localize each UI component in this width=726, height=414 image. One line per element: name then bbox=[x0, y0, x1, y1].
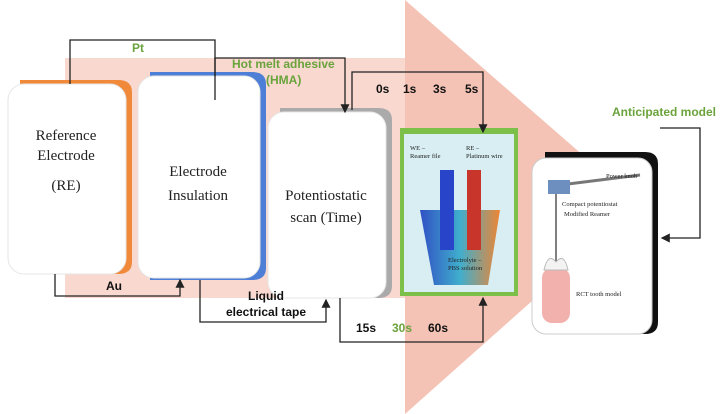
connector-label: Pt bbox=[132, 41, 144, 55]
box-insulation: Electrode Insulation bbox=[137, 72, 266, 280]
connector bbox=[351, 71, 488, 134]
time-label: 15s bbox=[356, 321, 376, 335]
connector-label: Au bbox=[106, 279, 122, 293]
box-model: Power knob Compact potentiostat Modified… bbox=[531, 152, 658, 335]
box-reference: Reference Electrode (RE) bbox=[7, 80, 132, 275]
connector-label: Liquid bbox=[248, 289, 284, 303]
image-label: RCT tooth model bbox=[576, 291, 622, 298]
time-label: 60s bbox=[428, 321, 448, 335]
time-label: 5s bbox=[465, 82, 479, 96]
image-label: RE – bbox=[466, 145, 480, 152]
time-label: 30s bbox=[392, 321, 412, 335]
connector-label: Anticipated model bbox=[612, 105, 716, 119]
connector bbox=[339, 296, 488, 343]
box-text: Reference bbox=[36, 128, 97, 144]
time-label: 0s bbox=[376, 82, 390, 96]
image-label: Power knob bbox=[606, 173, 637, 180]
time-label: 1s bbox=[403, 82, 417, 96]
box-text: Insulation bbox=[168, 188, 228, 204]
box-text: scan (Time) bbox=[290, 210, 362, 226]
connector bbox=[660, 127, 701, 243]
image-label: Electrolyte – bbox=[448, 257, 482, 264]
image-label: WE – bbox=[410, 145, 426, 152]
connector-label: electrical tape bbox=[226, 305, 306, 319]
connector-label: (HMA) bbox=[266, 73, 301, 87]
connector bbox=[199, 280, 331, 323]
image-label: Reamer file bbox=[410, 153, 441, 160]
image-label: Compact potentiostat bbox=[562, 201, 618, 208]
image-label: PBS solution bbox=[448, 265, 483, 272]
arrow-head bbox=[405, 0, 640, 414]
box-text: (RE) bbox=[51, 178, 80, 194]
box-chart: WE – Reamer file RE – Platinum wire Elec… bbox=[400, 128, 518, 296]
image-label: Modified Reamer bbox=[564, 211, 611, 218]
connector-label: Hot melt adhesive bbox=[232, 57, 335, 71]
connector bbox=[214, 57, 350, 114]
box-text: Potentiostatic bbox=[285, 188, 367, 204]
image-label: Platinum wire bbox=[466, 153, 503, 160]
box-text: Electrode bbox=[169, 164, 227, 180]
connector bbox=[54, 274, 185, 297]
time-label: 3s bbox=[433, 82, 447, 96]
box-scan: Potentiostatic scan (Time) bbox=[267, 108, 392, 299]
box-text: Electrode bbox=[37, 148, 95, 164]
